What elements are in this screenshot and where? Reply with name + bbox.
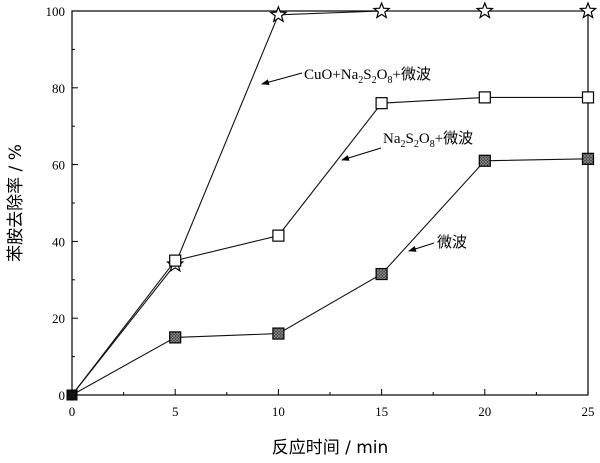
series-line xyxy=(71,158,589,396)
x-tick-label: 25 xyxy=(582,404,595,419)
series-line xyxy=(71,96,588,396)
y-tick-label: 0 xyxy=(59,388,66,403)
y-axis-title: 苯胺去除率 / % xyxy=(6,144,26,262)
y-tick-label: 40 xyxy=(52,234,65,249)
annotation-label-cuo-na2s2o8-microwave: CuO+Na2S2O8+微波 xyxy=(304,66,431,86)
data-point xyxy=(372,1,391,19)
annotation-label-microwave: 微波 xyxy=(437,234,467,251)
data-point xyxy=(478,91,491,104)
data-point xyxy=(375,97,388,110)
data-point xyxy=(169,331,182,344)
annotation-na2s2o8-microwave: Na2S2O8+微波 xyxy=(341,130,473,161)
y-tick-label: 80 xyxy=(52,81,65,96)
y-tick-label: 20 xyxy=(52,311,65,326)
data-point xyxy=(475,1,494,19)
x-tick-label: 10 xyxy=(272,404,285,419)
annotation-label-na2s2o8-microwave: Na2S2O8+微波 xyxy=(383,130,473,150)
data-point xyxy=(375,267,388,281)
data-point xyxy=(272,229,285,242)
x-tick-label: 0 xyxy=(69,404,76,419)
x-tick-label: 15 xyxy=(375,404,388,419)
x-tick-label: 5 xyxy=(172,404,179,419)
data-point xyxy=(269,5,288,23)
data-point xyxy=(66,389,78,401)
y-tick-label: 100 xyxy=(46,4,66,19)
data-point xyxy=(578,1,598,19)
x-tick-label: 20 xyxy=(478,404,491,419)
series-layer xyxy=(66,1,598,401)
series-filled-square xyxy=(66,152,595,401)
data-point xyxy=(272,327,285,340)
data-point xyxy=(169,254,182,267)
series-star xyxy=(66,1,598,401)
annotation-arrow-na2s2o8-microwave xyxy=(341,147,382,161)
data-point xyxy=(581,152,595,165)
annotation-arrow-cuo-na2s2o8-microwave xyxy=(261,72,303,86)
axis-ticks: 0 5 10 15 20 25 0 20 40 60 80 100 xyxy=(46,4,595,419)
annotation-microwave: 微波 xyxy=(408,234,467,252)
y-tick-label: 60 xyxy=(52,158,65,173)
series-line xyxy=(71,10,588,396)
annotation-cuo-na2s2o8-microwave: CuO+Na2S2O8+微波 xyxy=(261,66,431,86)
data-point xyxy=(581,91,595,104)
data-point xyxy=(478,154,491,167)
annotation-arrow-microwave xyxy=(408,242,435,252)
x-axis-title: 反应时间 / min xyxy=(272,438,389,458)
